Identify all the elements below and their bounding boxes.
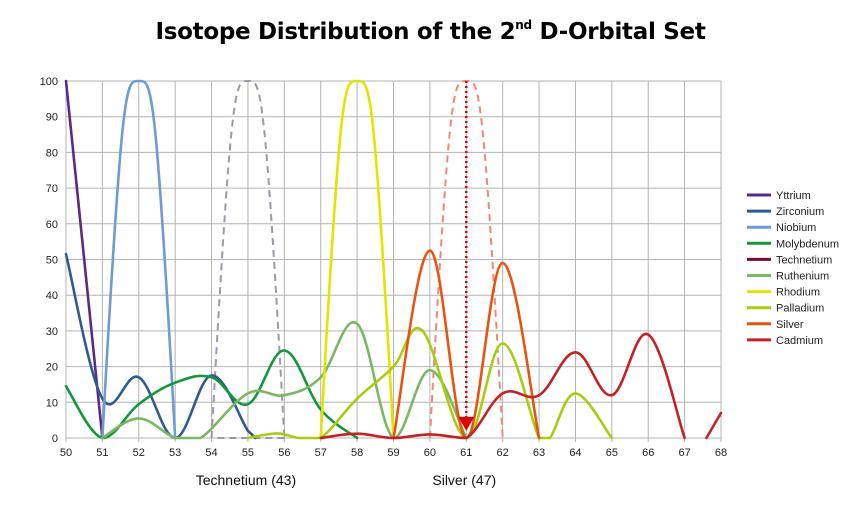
legend-item-zirconium: Zirconium <box>747 206 824 218</box>
series-line-rhodium <box>319 79 395 440</box>
legend-item-palladium: Palladium <box>747 303 824 315</box>
legend-label: Cadmium <box>776 335 823 347</box>
legend-label: Rhodium <box>776 287 820 299</box>
y-tick-label: 80 <box>46 147 58 159</box>
y-tick-label: 30 <box>46 326 58 338</box>
legend-label: Palladium <box>776 303 824 315</box>
x-tick-label: 52 <box>133 447 145 459</box>
series-line-molybdenum <box>64 349 359 440</box>
annotations <box>458 81 475 431</box>
x-tick-label: 67 <box>678 447 690 459</box>
y-axis-ticks: 0 10 20 30 40 50 60 70 80 90 100 <box>40 76 58 445</box>
legend-item-yttrium: Yttrium <box>747 190 811 202</box>
x-tick-label: 50 <box>60 447 72 459</box>
legend-item-silver: Silver <box>747 319 804 331</box>
title-superscript: nd <box>515 18 532 32</box>
y-tick-label: 60 <box>46 219 58 231</box>
x-tick-label: 58 <box>351 447 363 459</box>
x-axis-ticks: 50 51 52 53 54 55 56 57 58 59 60 61 62 63 64 65 66 67 68 <box>60 447 727 459</box>
title-text: Isotope Distribution of the 2 <box>155 19 516 45</box>
legend-label: Silver <box>776 319 804 331</box>
category-label: Silver (47) <box>432 472 496 488</box>
y-tick-label: 50 <box>46 255 58 267</box>
x-tick-label: 56 <box>278 447 290 459</box>
x-tick-label: 51 <box>96 447 108 459</box>
y-tick-label: 90 <box>46 112 58 124</box>
x-tick-label: 66 <box>642 447 654 459</box>
x-tick-label: 68 <box>715 447 727 459</box>
legend-item-technetium: Technetium <box>747 254 832 266</box>
x-tick-label: 60 <box>424 447 436 459</box>
series-lines <box>64 79 723 440</box>
legend-item-rhodium: Rhodium <box>747 287 820 299</box>
series-line-ruthenium <box>101 320 468 440</box>
x-tick-label: 57 <box>315 447 327 459</box>
series-line-cadmium-tail <box>705 411 723 440</box>
x-tick-label: 53 <box>169 447 181 459</box>
title-text-end: D-Orbital Set <box>531 19 706 45</box>
category-labels: Technetium (43) Silver (47) <box>196 472 496 488</box>
legend-label: Niobium <box>776 222 816 234</box>
x-tick-label: 55 <box>242 447 254 459</box>
series-line-yttrium <box>64 79 104 440</box>
legend: Yttrium Zirconium Niobium Molybdenum Technet… <box>747 190 839 347</box>
y-tick-label: 70 <box>46 183 58 195</box>
x-tick-label: 63 <box>533 447 545 459</box>
y-tick-label: 0 <box>52 433 58 445</box>
x-tick-label: 59 <box>387 447 399 459</box>
legend-label: Zirconium <box>776 206 824 218</box>
legend-label: Ruthenium <box>776 271 829 283</box>
y-tick-label: 20 <box>46 362 58 374</box>
x-tick-label: 65 <box>606 447 618 459</box>
x-tick-label: 54 <box>205 447 217 459</box>
series-line-palladium <box>246 327 614 440</box>
x-tick-label: 62 <box>497 447 509 459</box>
legend-item-ruthenium: Ruthenium <box>747 271 829 283</box>
y-tick-label: 10 <box>46 397 58 409</box>
x-tick-label: 64 <box>569 447 581 459</box>
legend-label: Molybdenum <box>776 238 839 250</box>
legend-item-cadmium: Cadmium <box>747 335 823 347</box>
y-tick-label: 100 <box>40 76 58 88</box>
chart-title: Isotope Distribution of the 2nd D-Orbita… <box>0 18 861 45</box>
legend-item-niobium: Niobium <box>747 222 816 234</box>
legend-label: Yttrium <box>776 190 811 202</box>
category-label: Technetium (43) <box>196 472 296 488</box>
series-line-zirconium <box>64 252 257 440</box>
legend-label: Technetium <box>776 254 832 266</box>
legend-item-molybdenum: Molybdenum <box>747 238 839 250</box>
x-tick-label: 61 <box>460 447 472 459</box>
arrow-head-icon <box>458 416 475 431</box>
series-line-niobium <box>101 79 177 440</box>
series-line-cadmium <box>319 332 686 440</box>
y-tick-label: 40 <box>46 290 58 302</box>
